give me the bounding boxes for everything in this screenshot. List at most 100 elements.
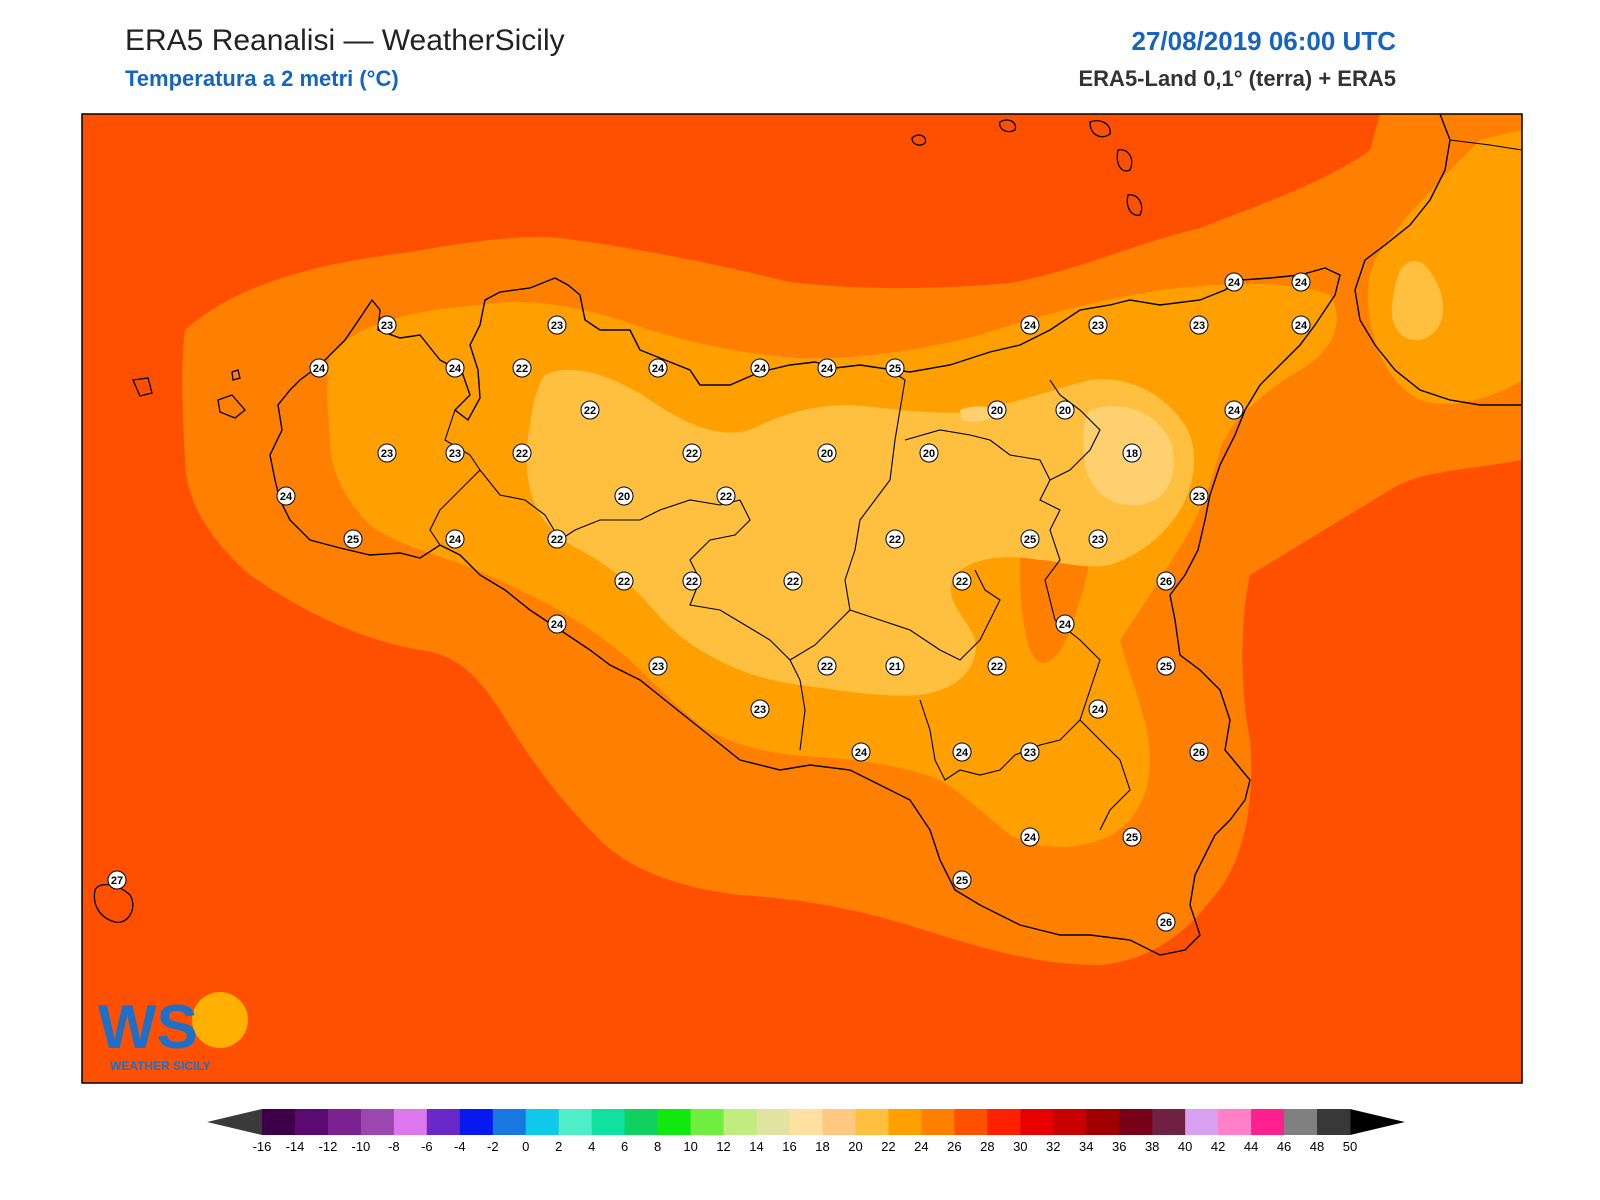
colorbar-tick-label: 26: [947, 1139, 961, 1154]
colorbar-tick-label: 24: [914, 1139, 928, 1154]
station-circle: [1122, 827, 1142, 847]
station-value: 22: [787, 576, 799, 588]
station-marker: 24: [1020, 315, 1040, 335]
station-marker: 22: [952, 571, 972, 591]
station-circle: [648, 656, 668, 676]
station-value: 24: [1092, 704, 1105, 716]
colorbar-cell: [525, 1109, 560, 1135]
egadi-islands: [132, 369, 246, 419]
station-marker: 20: [919, 443, 939, 463]
station-marker: 25: [1156, 656, 1176, 676]
station-marker: 23: [377, 315, 397, 335]
station-value: 26: [1193, 747, 1205, 759]
station-value: 23: [652, 661, 664, 673]
station-circle: [952, 571, 972, 591]
colorbar-cell: [1119, 1109, 1153, 1135]
station-circle: [648, 358, 668, 378]
station-value: 22: [991, 661, 1003, 673]
station-circle: [851, 742, 871, 762]
station-value: 24: [280, 491, 293, 503]
station-value: 22: [516, 448, 528, 460]
map-subtitle: Temperatura a 2 metri (°C): [125, 66, 399, 91]
station-value: 24: [449, 363, 462, 375]
station-value: 22: [584, 405, 596, 417]
colorbar-tick-label: -6: [421, 1139, 433, 1154]
colorbar-cell: [426, 1109, 461, 1135]
colorbar-tick-label: 32: [1046, 1139, 1060, 1154]
station-circle: [1189, 742, 1209, 762]
station-circle: [512, 443, 532, 463]
station-value: 26: [1160, 576, 1172, 588]
colorbar-cell: [954, 1109, 988, 1135]
station-circle: [1224, 400, 1244, 420]
station-circle: [1189, 315, 1209, 335]
station-value: 25: [1024, 534, 1036, 546]
colorbar-tick-label: 20: [848, 1139, 862, 1154]
colorbar-cell: [987, 1109, 1021, 1135]
station-circle: [1122, 443, 1142, 463]
station-marker: 22: [580, 400, 600, 420]
station-marker: 23: [1020, 742, 1040, 762]
station-value: 24: [652, 363, 665, 375]
station-value: 22: [889, 534, 901, 546]
station-marker: 23: [1189, 315, 1209, 335]
station-value: 21: [889, 661, 901, 673]
station-value: 23: [1193, 320, 1205, 332]
data-source: ERA5-Land 0,1° (terra) + ERA5: [1078, 66, 1397, 91]
colorbar-cell: [624, 1109, 659, 1135]
colorbar-cell: [822, 1109, 856, 1135]
station-marker: 24: [648, 358, 668, 378]
colorbar-cell: [262, 1109, 296, 1135]
colorbar-tick-label: 28: [980, 1139, 994, 1154]
colorbar-tick-label: 34: [1079, 1139, 1093, 1154]
colorbar-cell: [591, 1109, 626, 1135]
colorbar-cell: [1053, 1109, 1087, 1135]
station-value: 22: [720, 491, 732, 503]
station-value: 20: [618, 491, 630, 503]
weathersicily-logo: WS WEATHER SICILY: [98, 992, 248, 1073]
station-circle: [750, 699, 770, 719]
colorbar-cell: [690, 1109, 725, 1135]
station-marker: 25: [1122, 827, 1142, 847]
colorbar-cell: [492, 1109, 527, 1135]
station-value: 23: [381, 320, 393, 332]
station-circle: [614, 486, 634, 506]
station-circle: [1189, 486, 1209, 506]
station-labels: 23 23 24 24 22 24 24 24 25 24 23 23 24 24 24 22 20 20 24 23…: [107, 272, 1311, 932]
colorbar-cell: [723, 1109, 758, 1135]
station-marker: 24: [851, 742, 871, 762]
station-circle: [817, 358, 837, 378]
station-value: 24: [1295, 277, 1308, 289]
station-value: 25: [956, 875, 968, 887]
station-marker: 25: [885, 358, 905, 378]
station-circle: [750, 358, 770, 378]
colorbar-tick-label: 6: [621, 1139, 628, 1154]
station-circle: [445, 358, 465, 378]
colorbar-tick-label: 2: [555, 1139, 562, 1154]
station-value: 22: [686, 448, 698, 460]
station-marker: 23: [547, 315, 567, 335]
station-circle: [1156, 656, 1176, 676]
station-circle: [445, 443, 465, 463]
station-circle: [547, 614, 567, 634]
station-marker: 24: [445, 529, 465, 549]
station-value: 20: [991, 405, 1003, 417]
province-boundaries: [429, 369, 1131, 831]
colorbar-tick-label: 44: [1244, 1139, 1258, 1154]
station-value: 23: [1024, 747, 1036, 759]
station-value: 23: [381, 448, 393, 460]
station-circle: [1055, 614, 1075, 634]
aeolian-islands: [911, 119, 1143, 216]
colorbar-cell: [855, 1109, 889, 1135]
station-value: 25: [1160, 661, 1172, 673]
station-circle: [512, 358, 532, 378]
station-circle: [1088, 699, 1108, 719]
calabria-inland-line: [1449, 139, 1522, 151]
colorbar-cell: [1086, 1109, 1120, 1135]
station-marker: 20: [817, 443, 837, 463]
station-circle: [1088, 315, 1108, 335]
station-value: 25: [1126, 832, 1138, 844]
station-marker: 23: [750, 699, 770, 719]
colorbar-tick-label: 42: [1211, 1139, 1225, 1154]
